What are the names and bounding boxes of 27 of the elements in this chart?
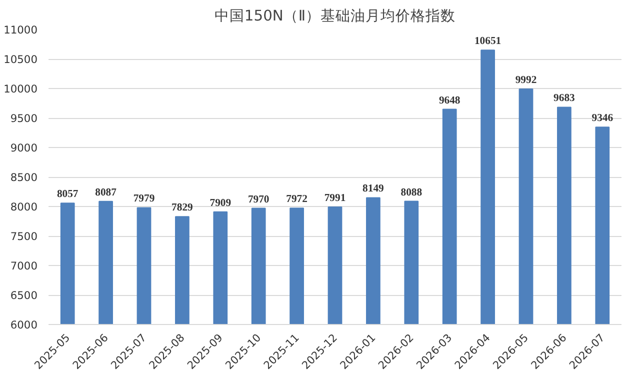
y-tick-label: 8000 [10, 200, 38, 214]
data-label: 7979 [133, 194, 155, 205]
y-tick-label: 7500 [10, 230, 38, 243]
y-tick-label: 9500 [10, 112, 38, 125]
data-label: 9648 [438, 95, 460, 106]
data-label: 9992 [515, 74, 537, 86]
data-label: 10651 [474, 36, 502, 48]
y-tick-label: 8500 [10, 171, 38, 184]
chart-title: 中国150N（Ⅱ）基础油月均价格指数 [214, 8, 456, 24]
data-label: 7991 [324, 193, 346, 204]
data-label: 8088 [400, 187, 422, 198]
y-tick-label: 11000 [4, 24, 38, 36]
y-tick-label: 10500 [4, 53, 38, 66]
y-tick-label: 6000 [10, 318, 38, 332]
data-label: 9683 [554, 93, 575, 104]
data-label: 7909 [210, 198, 232, 209]
data-label: 8087 [95, 187, 118, 198]
data-label: 8057 [56, 189, 79, 200]
y-tick-label: 7000 [10, 260, 38, 272]
y-tick-label: 10000 [4, 82, 38, 96]
y-tick-label: 9000 [10, 142, 38, 154]
data-label: 7972 [286, 194, 308, 206]
data-label: 7829 [172, 202, 193, 214]
data-label: 7970 [248, 194, 270, 206]
data-label: 9346 [592, 113, 614, 124]
data-label: 8149 [362, 184, 384, 195]
y-tick-label: 6500 [10, 289, 38, 302]
